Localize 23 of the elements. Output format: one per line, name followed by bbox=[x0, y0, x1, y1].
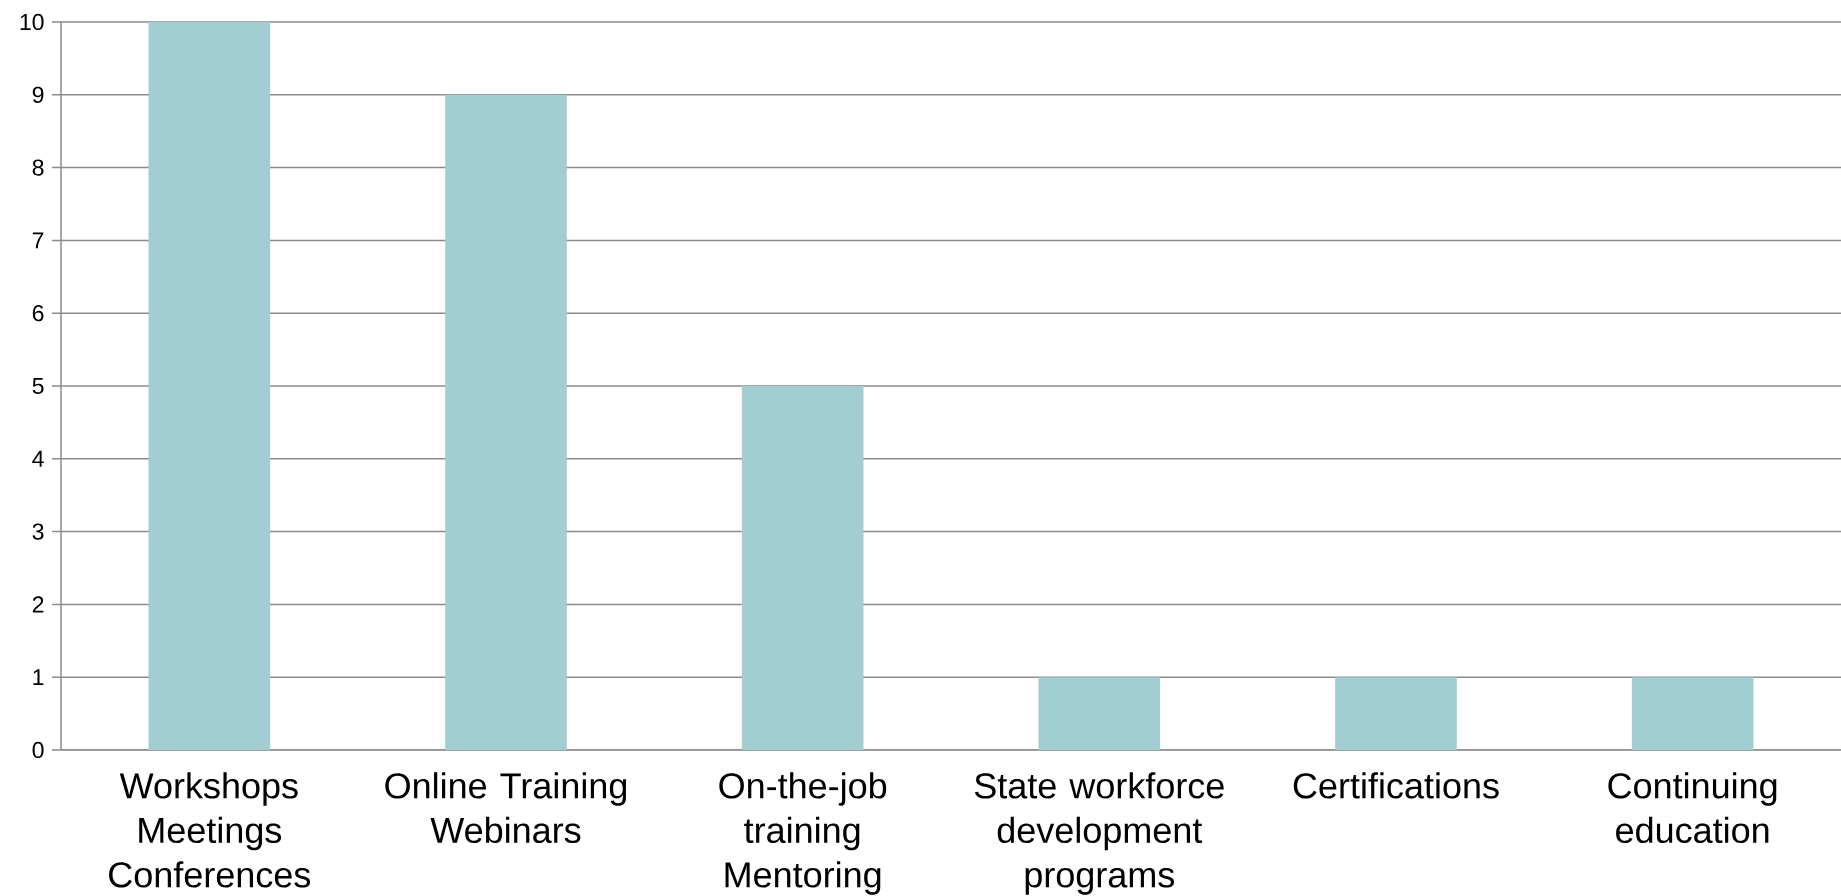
y-tick-label: 3 bbox=[32, 523, 44, 540]
bar bbox=[741, 385, 864, 750]
x-tick-label: State workforce development programs bbox=[974, 772, 1224, 895]
y-tick-label: 4 bbox=[32, 450, 44, 467]
bar bbox=[1335, 677, 1457, 750]
y-tick-label: 10 bbox=[20, 13, 44, 31]
bar bbox=[148, 21, 271, 750]
bar bbox=[445, 94, 567, 750]
x-tick-label: On-the-job training Mentoring bbox=[719, 772, 887, 895]
x-tick-label: Certifications bbox=[1293, 772, 1499, 799]
y-tick-label: 8 bbox=[32, 159, 44, 176]
x-tick-label: Workshops Meetings Conferences bbox=[109, 772, 311, 888]
bar bbox=[1631, 677, 1754, 750]
y-tick-label: 9 bbox=[32, 86, 44, 103]
y-tick-label: 6 bbox=[32, 305, 44, 322]
y-tick-label: 2 bbox=[32, 596, 44, 613]
y-tick-label: 7 bbox=[32, 232, 44, 249]
y-tick-label: 0 bbox=[32, 741, 44, 759]
bar bbox=[1038, 677, 1161, 750]
y-tick-label: 1 bbox=[33, 669, 44, 686]
x-tick-label: Continuing education bbox=[1608, 772, 1777, 844]
x-tick-label: Online Training Webinars bbox=[385, 772, 627, 844]
y-tick-label: 5 bbox=[32, 377, 44, 395]
